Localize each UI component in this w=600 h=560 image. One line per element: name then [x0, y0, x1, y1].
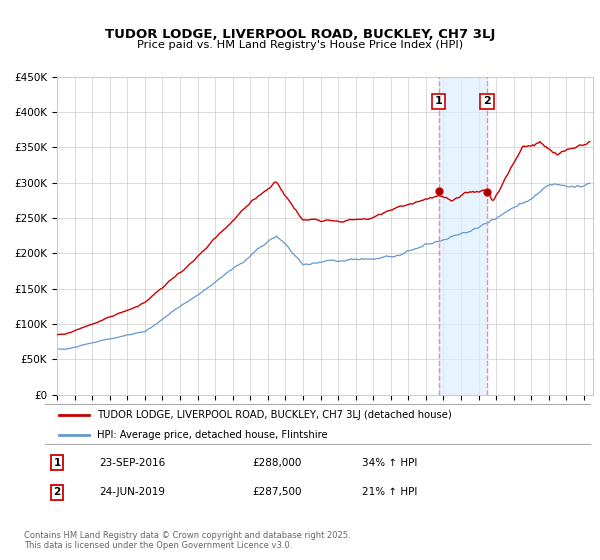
FancyBboxPatch shape: [42, 404, 593, 444]
Text: 23-SEP-2016: 23-SEP-2016: [100, 458, 166, 468]
Text: HPI: Average price, detached house, Flintshire: HPI: Average price, detached house, Flin…: [97, 430, 328, 440]
Text: 1: 1: [53, 458, 61, 468]
Text: £287,500: £287,500: [253, 487, 302, 497]
Text: 2: 2: [53, 487, 61, 497]
Text: 34% ↑ HPI: 34% ↑ HPI: [362, 458, 417, 468]
Text: TUDOR LODGE, LIVERPOOL ROAD, BUCKLEY, CH7 3LJ (detached house): TUDOR LODGE, LIVERPOOL ROAD, BUCKLEY, CH…: [97, 410, 452, 420]
Text: Price paid vs. HM Land Registry's House Price Index (HPI): Price paid vs. HM Land Registry's House …: [137, 40, 463, 50]
Bar: [439, 77, 487, 395]
Text: £288,000: £288,000: [253, 458, 302, 468]
Text: 21% ↑ HPI: 21% ↑ HPI: [362, 487, 417, 497]
Text: 24-JUN-2019: 24-JUN-2019: [100, 487, 166, 497]
Text: TUDOR LODGE, LIVERPOOL ROAD, BUCKLEY, CH7 3LJ: TUDOR LODGE, LIVERPOOL ROAD, BUCKLEY, CH…: [105, 28, 495, 41]
Text: Contains HM Land Registry data © Crown copyright and database right 2025.
This d: Contains HM Land Registry data © Crown c…: [24, 531, 350, 550]
Text: 1: 1: [435, 96, 443, 106]
Text: 2: 2: [483, 96, 491, 106]
